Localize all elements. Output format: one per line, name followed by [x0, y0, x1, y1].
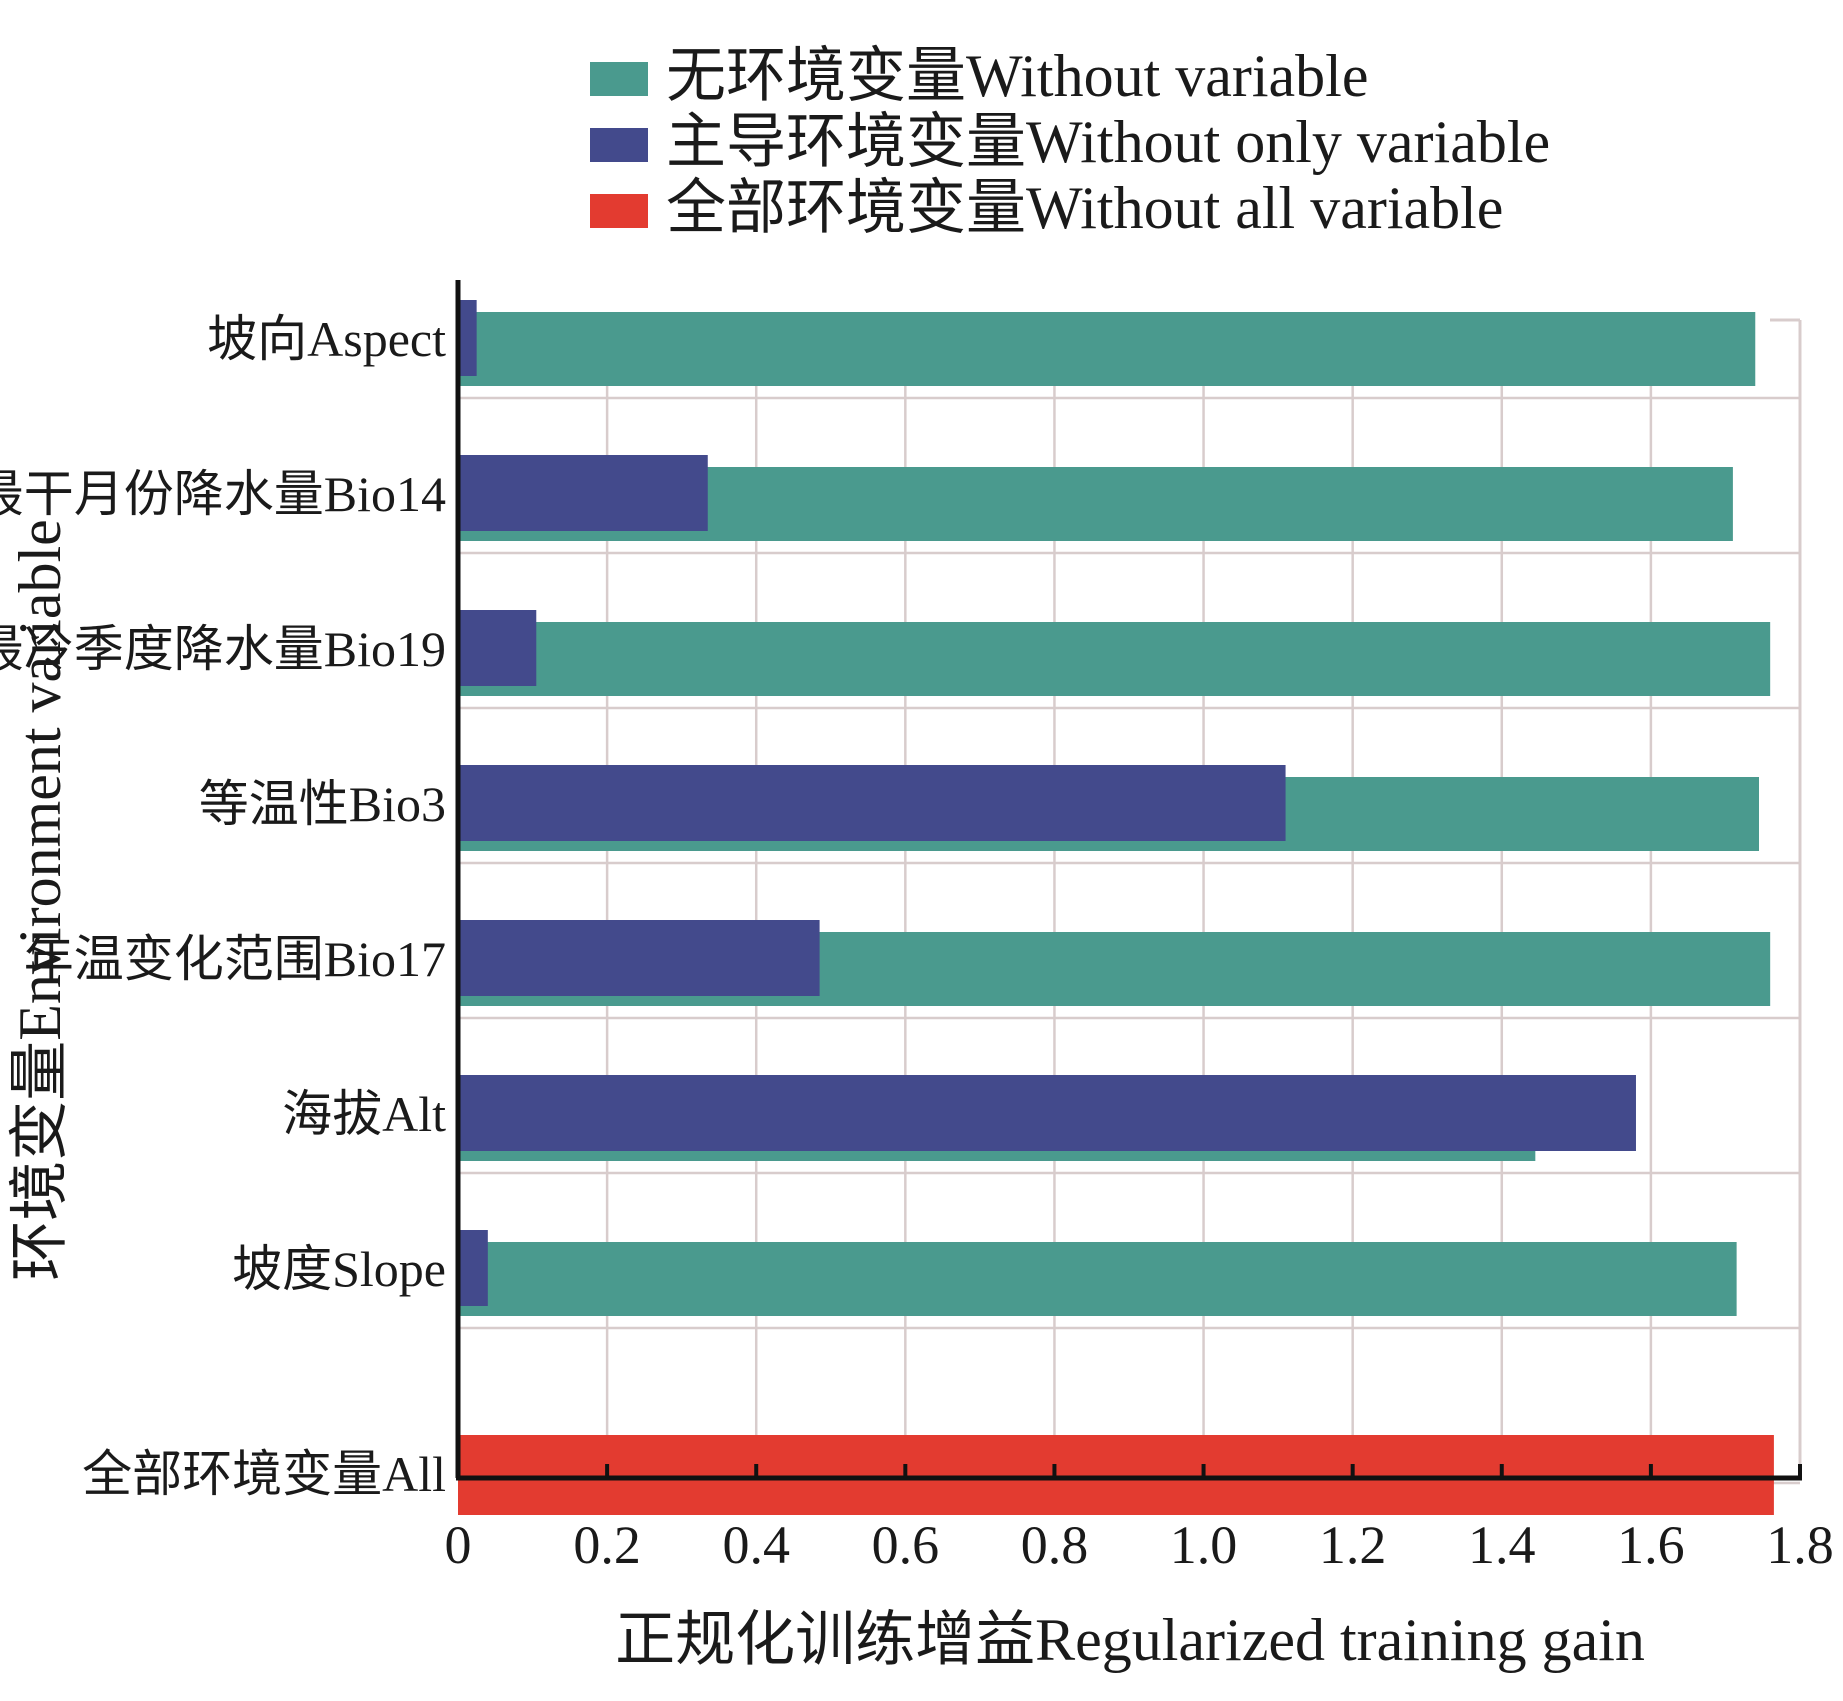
bar-without-variable: [458, 622, 1771, 696]
legend-swatch: [590, 194, 648, 228]
axes: [455, 280, 1802, 1481]
category-label: 海拔Alt: [282, 1086, 446, 1142]
x-tick-label: 1.6: [1617, 1515, 1685, 1575]
legend-label: 主导环境变量Without only variable: [666, 109, 1550, 175]
legend-swatch: [590, 128, 648, 162]
bar-without-variable: [458, 312, 1756, 386]
x-tick-label: 0: [445, 1515, 472, 1575]
bar-without-only-variable: [458, 610, 537, 686]
bar-without-only-variable: [458, 1075, 1636, 1151]
category-label: 坡向Aspect: [207, 311, 446, 367]
bar-without-only-variable: [458, 765, 1286, 841]
bar-without-variable: [458, 1242, 1737, 1316]
bar-without-only-variable: [458, 300, 477, 376]
x-tick-labels: 0 0.2 0.4 0.6 0.8 1.0 1.2 1.4 1.6 1.8: [445, 1515, 1834, 1575]
bar-without-only-variable: [458, 1230, 488, 1306]
legend-label: 无环境变量Without variable: [666, 43, 1368, 109]
x-tick-label: 1.8: [1766, 1515, 1834, 1575]
x-tick-label: 1.0: [1170, 1515, 1238, 1575]
category-label: 坡度Slope: [232, 1241, 446, 1297]
bar-without-only-variable: [458, 920, 820, 996]
category-label: 最冷季度降水量Bio19: [0, 621, 446, 677]
x-tick-label: 1.2: [1319, 1515, 1387, 1575]
category-labels: 坡向Aspect 最干月份降水量Bio14 最冷季度降水量Bio19 等温性Bio3 年…: [0, 311, 446, 1502]
x-tick-label: 1.4: [1468, 1515, 1536, 1575]
category-label: 等温性Bio3: [199, 776, 446, 832]
x-tick-label: 0.4: [722, 1515, 790, 1575]
bar-all-variable: [458, 1435, 1774, 1515]
category-label: 全部环境变量All: [82, 1446, 446, 1502]
x-tick-label: 0.6: [872, 1515, 940, 1575]
category-label: 最干月份降水量Bio14: [0, 466, 446, 522]
x-tick-label: 0.2: [573, 1515, 641, 1575]
category-label: 年温变化范围Bio17: [24, 931, 446, 987]
y-axis-title: 环境变量Environment variable: [7, 519, 73, 1280]
legend-swatch: [590, 62, 648, 96]
x-axis-title: 正规化训练增益Regularized training gain: [615, 1607, 1645, 1673]
x-tick-label: 0.8: [1021, 1515, 1089, 1575]
legend-label: 全部环境变量Without all variable: [666, 175, 1503, 241]
bars: [458, 300, 1774, 1515]
bar-without-only-variable: [458, 455, 708, 531]
